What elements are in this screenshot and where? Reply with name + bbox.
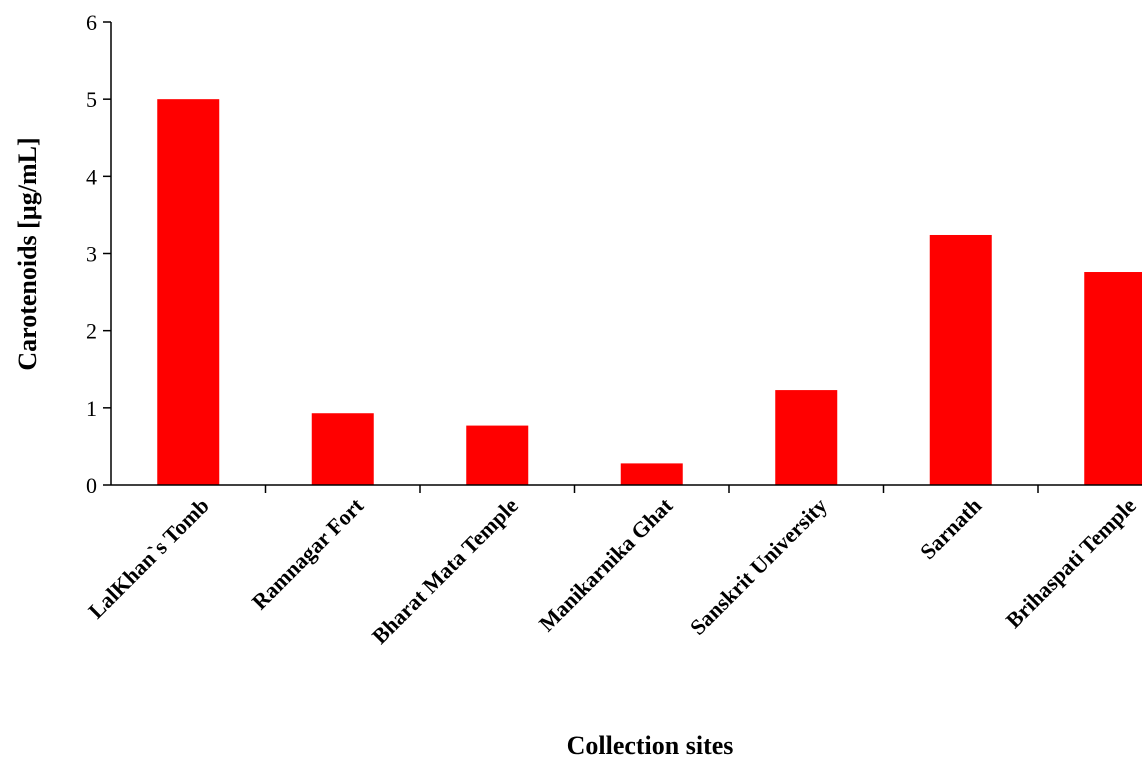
x-category-label: Ramnagar Fort xyxy=(247,492,369,614)
y-axis-title: Carotenoids [µg/mL] xyxy=(13,137,42,370)
x-category-label: Brihaspati Temple xyxy=(1001,493,1141,633)
bars-group xyxy=(157,99,1142,486)
y-tick-label: 4 xyxy=(86,164,97,189)
x-category-label: Sanskrit University xyxy=(685,493,832,640)
bar xyxy=(466,425,529,485)
x-category-label: Manikarnika Ghat xyxy=(534,492,678,636)
y-tick-label: 2 xyxy=(86,319,97,344)
x-category-label: LalKhan`s Tomb xyxy=(83,493,214,624)
x-ticks-group xyxy=(264,485,1039,493)
x-category-label: Bharat Mata Temple xyxy=(367,493,523,649)
y-tick-label: 1 xyxy=(86,396,97,421)
bar xyxy=(157,99,220,486)
x-category-label: Sarnath xyxy=(915,493,986,564)
y-tick-label: 6 xyxy=(86,10,97,35)
bar xyxy=(929,234,992,485)
y-tick-label: 0 xyxy=(86,473,97,498)
y-tick-label: 5 xyxy=(86,87,97,112)
bar xyxy=(311,413,374,485)
bar xyxy=(775,390,838,485)
y-tick-label: 3 xyxy=(86,242,97,267)
bar xyxy=(620,463,683,485)
x-axis-title: Collection sites xyxy=(567,731,734,759)
y-ticks-group: 0 1 2 3 4 5 6 xyxy=(86,10,111,498)
bar xyxy=(1084,272,1142,485)
